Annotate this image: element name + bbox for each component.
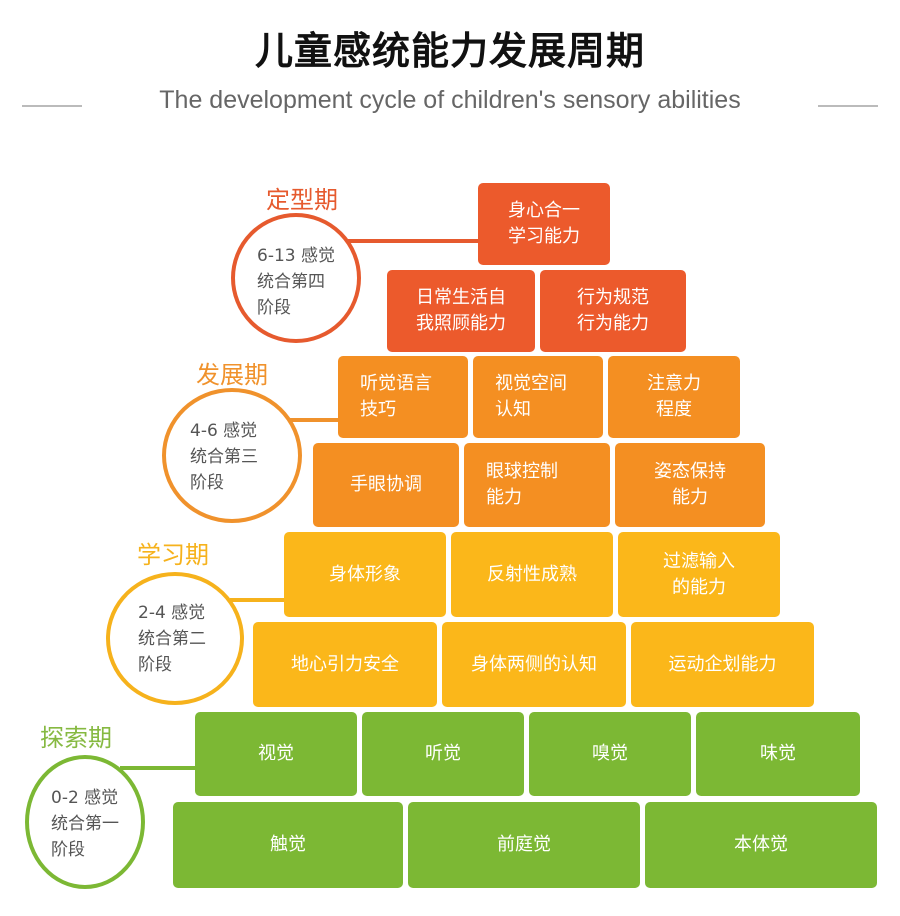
pyramid-box: 注意力 程度 [608,356,740,438]
pyramid-box: 前庭觉 [408,802,640,888]
pyramid-box: 身体形象 [284,532,446,617]
stage-circle-text: 0-2 感觉 统合第一 阶段 [51,788,119,860]
stage-circle-text: 6-13 感觉 统合第四 阶段 [257,246,335,318]
stage-circle-4: 6-13 感觉 统合第四 阶段 [231,213,361,343]
stage-label-2: 学习期 [137,541,209,569]
pyramid-box: 地心引力安全 [253,622,437,707]
pyramid-box: 触觉 [173,802,403,888]
stage-circle-text: 2-4 感觉 统合第二 阶段 [138,603,206,675]
divider-left [22,105,82,107]
stage-label-3: 发展期 [196,361,268,389]
pyramid-box: 视觉 [195,712,357,796]
stage-circle-3: 4-6 感觉 统合第三 阶段 [162,388,302,523]
stage-circle-1: 0-2 感觉 统合第一 阶段 [25,755,145,889]
pyramid-box: 身心合一 学习能力 [478,183,610,265]
pyramid-box: 听觉语言 技巧 [338,356,468,438]
pyramid-box: 日常生活自 我照顾能力 [387,270,535,352]
pyramid-box: 姿态保持 能力 [615,443,765,527]
stage-circle-text: 4-6 感觉 统合第三 阶段 [190,421,258,493]
connector-3 [290,418,342,422]
pyramid-box: 味觉 [696,712,860,796]
pyramid-box: 视觉空间 认知 [473,356,603,438]
pyramid-box: 反射性成熟 [451,532,613,617]
stage-label-1: 探索期 [40,724,112,752]
stage-label-4: 定型期 [266,186,338,214]
pyramid-box: 手眼协调 [313,443,459,527]
pyramid-box: 过滤输入 的能力 [618,532,780,617]
stage-circle-2: 2-4 感觉 统合第二 阶段 [106,572,244,705]
connector-2 [230,598,286,602]
divider-right [818,105,878,107]
pyramid-box: 身体两侧的认知 [442,622,626,707]
page-subtitle: The development cycle of children's sens… [159,86,741,114]
page-title: 儿童感统能力发展周期 [254,29,645,73]
pyramid-box: 嗅觉 [529,712,691,796]
pyramid-box: 听觉 [362,712,524,796]
pyramid-box: 眼球控制 能力 [464,443,610,527]
connector-1 [120,766,200,770]
pyramid-box: 运动企划能力 [631,622,814,707]
connector-4 [330,239,480,243]
pyramid-box: 行为规范 行为能力 [540,270,686,352]
pyramid-box: 本体觉 [645,802,877,888]
